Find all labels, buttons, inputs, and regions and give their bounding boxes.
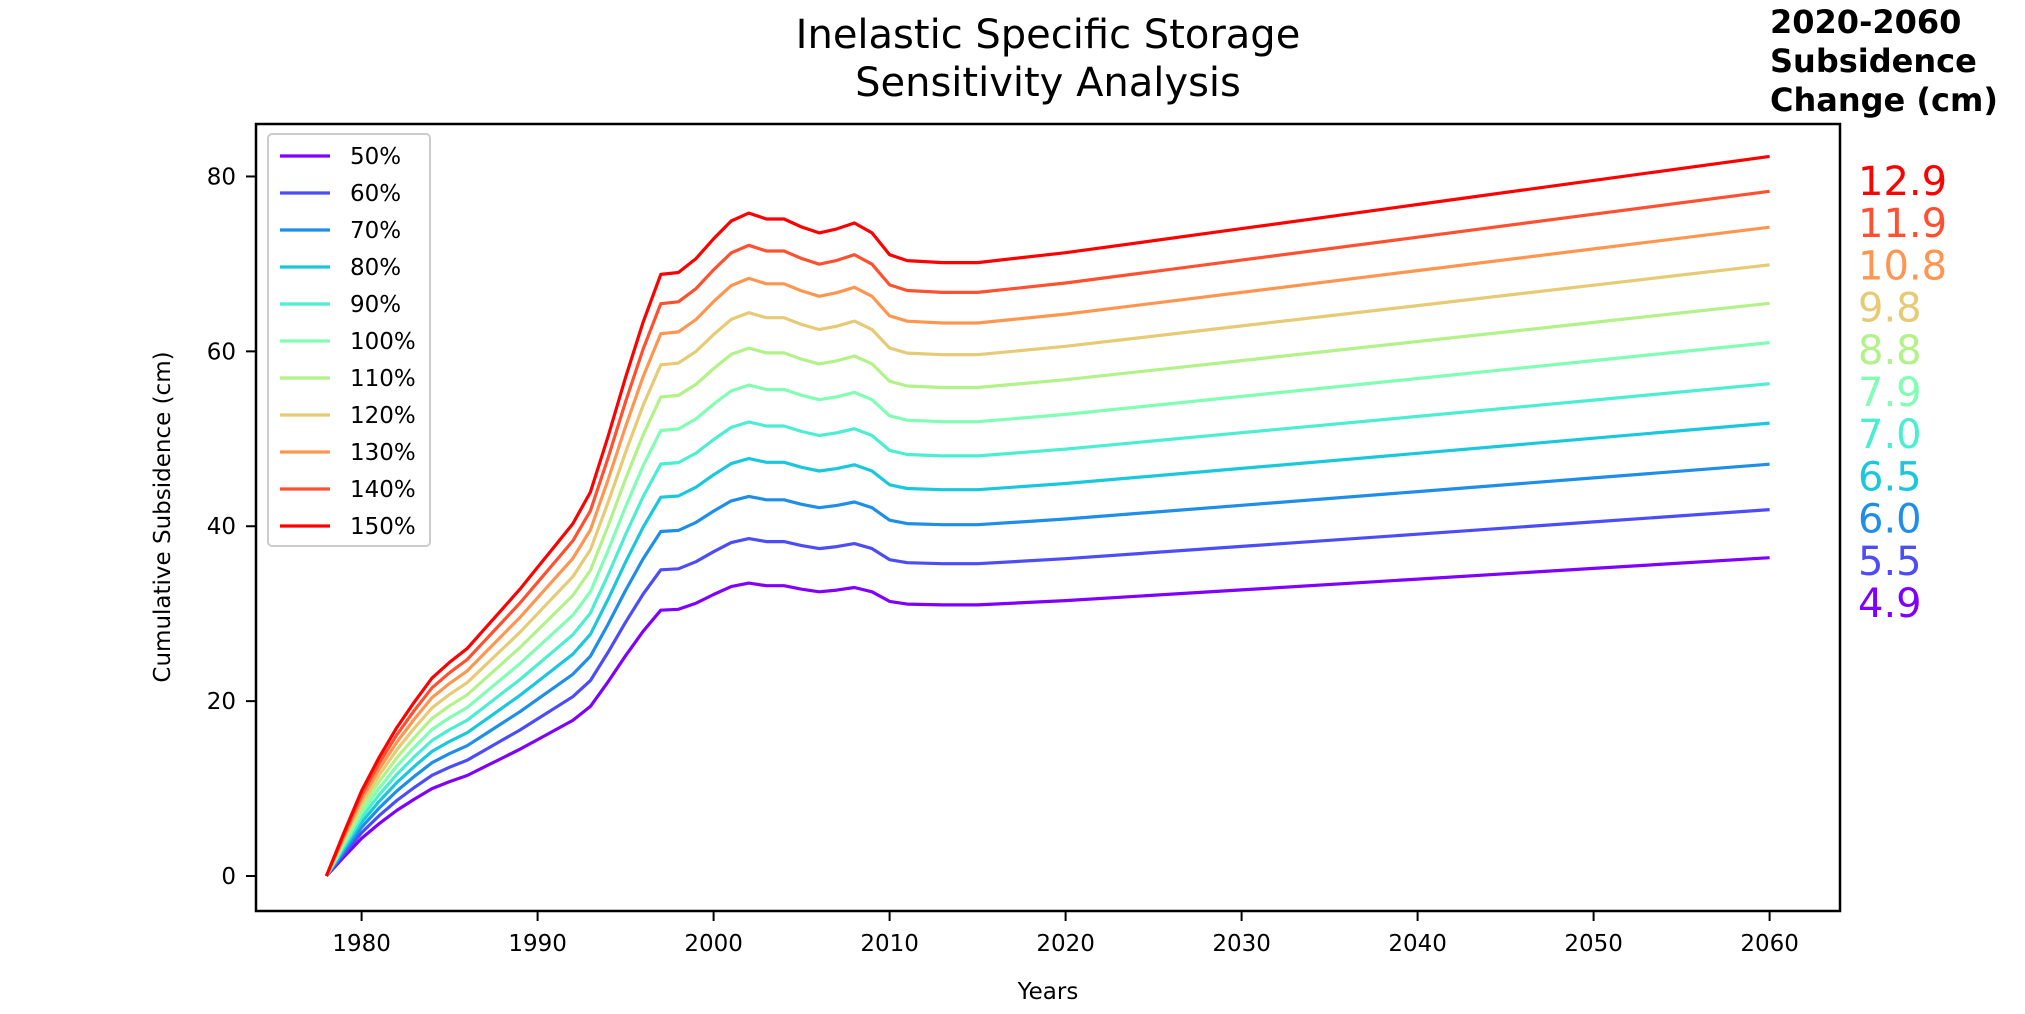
y-tick-label: 40	[207, 514, 236, 540]
series-lines	[324, 154, 1770, 878]
legend-entry-label: 130%	[350, 440, 416, 466]
axis-ticks: 1980 1990 2000 2010 2020 2030 2040 2050 20600204…	[207, 164, 1799, 957]
x-tick-label: 2000	[684, 931, 743, 957]
y-tick-label: 0	[221, 864, 236, 890]
change-value-label: 6.0	[1858, 497, 1922, 543]
change-value-label: 9.8	[1858, 286, 1922, 332]
legend-entry-label: 100%	[350, 329, 416, 355]
x-tick-label: 1990	[508, 931, 567, 957]
legend-entry-label: 70%	[350, 218, 401, 244]
x-axis-label: Years	[1017, 979, 1079, 1005]
series-line-90pct	[325, 382, 1770, 877]
series-line-70pct	[325, 462, 1770, 877]
side-title-line1: 2020-2060	[1770, 3, 1961, 41]
x-tick-label: 2010	[860, 931, 919, 957]
series-line-120pct	[324, 263, 1770, 877]
legend-entry-label: 80%	[350, 255, 401, 281]
x-tick-label: 2060	[1740, 931, 1799, 957]
series-line-110pct	[324, 301, 1770, 877]
legend-box	[267, 133, 431, 547]
x-tick-label: 1980	[332, 931, 391, 957]
change-value-label: 10.8	[1858, 243, 1947, 289]
series-line-80pct	[325, 421, 1770, 877]
side-title-line3: Change (cm)	[1770, 81, 1998, 119]
change-value-label: 7.0	[1858, 412, 1922, 458]
change-value-label: 4.9	[1858, 581, 1922, 627]
y-tick-label: 60	[207, 339, 236, 365]
series-line-140pct	[324, 189, 1770, 877]
x-tick-label: 2020	[1036, 931, 1095, 957]
chart-title-line1: Inelastic Specific Storage	[796, 12, 1301, 58]
legend-entry-label: 140%	[350, 477, 416, 503]
chart-title-line2: Sensitivity Analysis	[855, 60, 1241, 106]
legend: 50% 60% 70% 80% 90% 100% 110% 120% 130% 140% 150%	[267, 133, 431, 547]
series-line-60pct	[325, 508, 1770, 877]
change-value-label: 8.8	[1858, 328, 1922, 374]
y-axis-label: Cumulative Subsidence (cm)	[150, 351, 176, 682]
change-labels: 12.911.910.89.88.87.97.06.56.05.54.9	[1858, 159, 1947, 627]
legend-entry-label: 50%	[350, 144, 401, 170]
legend-entry-label: 150%	[350, 514, 416, 540]
change-value-label: 12.9	[1858, 159, 1947, 205]
change-value-label: 11.9	[1858, 201, 1947, 247]
series-line-100pct	[324, 341, 1770, 877]
legend-entry-label: 90%	[350, 292, 401, 318]
change-value-label: 6.5	[1858, 454, 1922, 500]
change-value-label: 5.5	[1858, 539, 1922, 585]
plot-frame	[254, 122, 1842, 913]
legend-entry-label: 60%	[350, 181, 401, 207]
x-tick-label: 2030	[1212, 931, 1271, 957]
y-tick-label: 80	[207, 164, 236, 190]
x-tick-label: 2040	[1388, 931, 1447, 957]
legend-entry-label: 110%	[350, 366, 416, 392]
series-line-150pct	[324, 154, 1770, 877]
change-value-label: 7.9	[1858, 370, 1922, 416]
series-line-50pct	[325, 556, 1770, 878]
legend-entry-label: 120%	[350, 403, 416, 429]
x-tick-label: 2050	[1564, 931, 1623, 957]
series-line-130pct	[324, 225, 1770, 877]
side-title-line2: Subsidence	[1770, 42, 1977, 80]
y-tick-label: 20	[207, 689, 236, 715]
